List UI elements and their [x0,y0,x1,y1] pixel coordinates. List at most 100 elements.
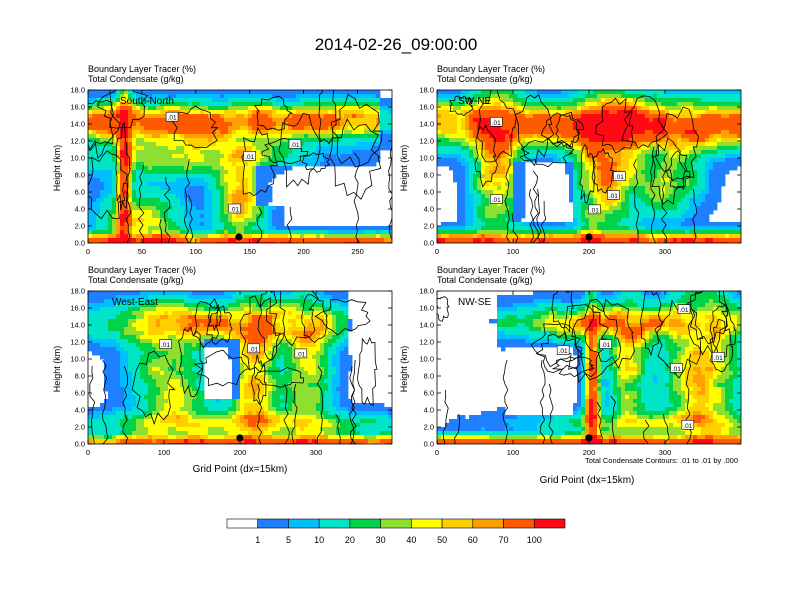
tracer-cell [493,178,498,183]
tracer-cell [192,182,197,187]
tracer-cell [693,214,698,219]
tracer-cell [272,94,277,99]
tracer-cell [625,162,630,167]
tracer-cell [172,126,177,131]
tracer-cell [372,230,377,235]
tracer-cell [633,242,638,243]
tracer-cell [168,158,173,163]
tracer-cell [300,146,305,151]
tracer-cell [140,206,145,211]
tracer-cell [244,202,249,207]
tracer-cell [224,210,229,215]
tracer-cell [625,242,630,243]
tracer-cell [513,214,518,219]
tracer-cell [176,202,181,207]
tracer-cell [112,222,117,227]
tracer-cell [637,130,642,135]
tracer-cell [100,210,105,215]
tracer-cell [88,210,93,215]
tracer-cell [120,190,125,195]
tracer-cell [260,90,265,95]
tracer-cell [609,234,614,239]
tracer-cell [212,186,217,191]
tracer-cell [465,98,470,103]
tracer-cell [493,166,498,171]
tracer-cell [244,242,249,243]
tracer-cell [144,214,149,219]
tracer-cell [136,206,141,211]
tracer-cell [549,126,554,131]
tracer-cell [585,134,590,139]
tracer-cell [268,154,273,159]
tracer-cell [677,206,682,211]
tracer-cell [200,114,205,119]
tracer-cell [132,102,137,107]
tracer-cell [372,138,377,143]
tracer-cell [593,138,598,143]
tracer-cell [224,138,229,143]
tracer-cell [320,126,325,131]
tracer-cell [216,226,221,231]
tracer-cell [509,242,514,243]
tracer-cell [372,154,377,159]
tracer-cell [573,138,578,143]
tracer-cell [248,98,253,103]
tracer-cell [637,106,642,111]
tracer-cell [657,174,662,179]
tracer-cell [152,202,157,207]
tracer-cell [168,242,173,243]
tracer-cell [284,114,289,119]
tracer-cell [581,106,586,111]
tracer-cell [268,142,273,147]
tracer-cell [236,226,241,231]
tracer-cell [300,234,305,239]
tracer-cell [549,234,554,239]
tracer-cell [164,102,169,107]
tracer-cell [324,234,329,239]
tracer-cell [473,214,478,219]
tracer-cell [569,90,574,95]
tracer-cell [501,110,506,115]
tracer-cell [168,234,173,239]
tracer-cell [601,158,606,163]
tracer-cell [689,206,694,211]
tracer-cell [364,106,369,111]
tracer-cell [236,158,241,163]
tracer-cell [212,126,217,131]
tracer-cell [144,98,149,103]
tracer-cell [216,98,221,103]
tracer-cell [657,98,662,103]
tracer-cell [276,110,281,115]
tracer-cell [360,234,365,239]
tracer-cell [384,230,389,235]
tracer-cell [521,162,526,167]
tracer-cell [212,238,217,243]
y-tick-label: 14.0 [70,120,85,129]
tracer-cell [104,218,109,223]
tracer-cell [697,118,702,123]
tracer-cell [268,162,273,167]
tracer-cell [96,110,101,115]
tracer-cell [204,218,209,223]
tracer-cell [268,130,273,135]
tracer-cell [465,182,470,187]
tracer-cell [264,182,269,187]
tracer-cell [268,106,273,111]
tracer-cell [473,142,478,147]
tracer-cell [92,234,97,239]
tracer-cell [589,146,594,151]
tracer-cell [340,226,345,231]
tracer-cell [469,206,474,211]
tracer-cell [312,242,317,243]
tracer-cell [388,138,392,143]
tracer-cell [501,134,506,139]
tracer-cell [665,230,670,235]
tracer-cell [244,162,249,167]
tracer-cell [244,138,249,143]
tracer-cell [248,198,253,203]
tracer-cell [92,98,97,103]
tracer-cell [485,238,490,243]
tracer-cell [248,142,253,147]
tracer-cell [665,218,670,223]
tracer-cell [449,242,454,243]
